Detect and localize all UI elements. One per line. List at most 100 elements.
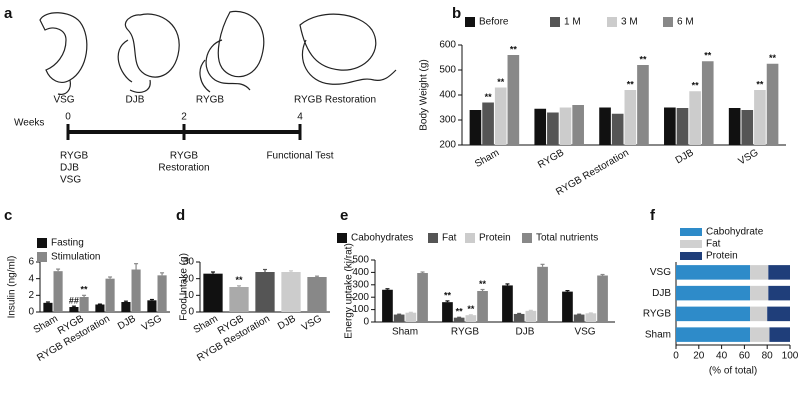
significance-mark: ** bbox=[444, 290, 452, 300]
bar bbox=[701, 61, 714, 145]
bar bbox=[79, 297, 89, 312]
bar bbox=[203, 273, 223, 312]
x-tick-label: Sham bbox=[192, 313, 220, 336]
bar bbox=[147, 300, 157, 312]
illustration-vsg bbox=[39, 12, 88, 95]
x-tick-label: 20 bbox=[693, 351, 705, 362]
bar bbox=[611, 113, 624, 145]
bar bbox=[664, 107, 676, 145]
significance-mark: ** bbox=[769, 53, 777, 63]
y-tick-label: Sham bbox=[645, 329, 671, 340]
bar bbox=[307, 277, 327, 312]
bar bbox=[502, 285, 513, 322]
x-tick-label: RYGB Restoration bbox=[554, 147, 631, 198]
y-tick-label: 400 bbox=[439, 90, 456, 101]
legend-swatch bbox=[663, 17, 673, 27]
bar bbox=[624, 90, 637, 145]
x-tick-label: 80 bbox=[762, 351, 774, 362]
y-tick-label: 4 bbox=[28, 273, 34, 284]
bar bbox=[43, 302, 53, 312]
legend-label: Stimulation bbox=[51, 252, 100, 263]
event-label: Restoration bbox=[158, 163, 209, 174]
bar bbox=[477, 291, 488, 322]
legend-label: 1 M bbox=[564, 17, 581, 28]
bar-segment bbox=[676, 306, 751, 322]
legend-label: Fat bbox=[442, 233, 457, 244]
bar-segment bbox=[676, 265, 751, 280]
y-tick-label: VSG bbox=[650, 267, 671, 278]
legend-swatch bbox=[465, 17, 475, 27]
legend-swatch bbox=[680, 240, 702, 248]
timeline-label: Weeks bbox=[14, 118, 44, 129]
significance-mark: ** bbox=[235, 275, 243, 285]
bar bbox=[573, 314, 585, 322]
x-tick-label: DJB bbox=[516, 327, 535, 338]
legend-swatch bbox=[337, 233, 347, 243]
y-tick-label: 400 bbox=[352, 267, 369, 278]
significance-mark: ** bbox=[639, 54, 647, 64]
event-label: RYGB bbox=[60, 151, 88, 162]
significance-mark: ** bbox=[467, 304, 475, 314]
y-tick-label: 300 bbox=[352, 279, 369, 290]
bar bbox=[513, 313, 525, 322]
x-axis-label: (% of total) bbox=[709, 366, 757, 377]
y-axis-label: Body Weight (g) bbox=[419, 59, 430, 131]
legend-swatch bbox=[550, 17, 560, 27]
bar bbox=[121, 302, 131, 312]
bar bbox=[534, 108, 547, 145]
legend-label: Protein bbox=[479, 233, 511, 244]
bar bbox=[469, 110, 482, 145]
timeline-tick-label: 0 bbox=[65, 112, 71, 123]
bar bbox=[405, 312, 417, 322]
illustration-rygb bbox=[199, 10, 265, 93]
x-tick-label: VSG bbox=[140, 313, 164, 333]
bar-segment bbox=[750, 285, 769, 301]
x-tick-label: DJB bbox=[116, 313, 138, 332]
panel-label: f bbox=[650, 207, 656, 224]
x-tick-label: VSG bbox=[574, 327, 595, 338]
bar bbox=[585, 313, 597, 322]
legend-label: Fasting bbox=[51, 238, 84, 249]
y-tick-label: 0 bbox=[28, 307, 34, 318]
y-tick-label: 0 bbox=[188, 307, 194, 318]
legend-label: 6 M bbox=[677, 17, 694, 28]
bar bbox=[537, 266, 548, 322]
y-tick-label: 200 bbox=[439, 140, 456, 151]
significance-mark: ** bbox=[497, 77, 505, 87]
bar-segment bbox=[750, 306, 768, 322]
event-label: Functional Test bbox=[266, 151, 333, 162]
procedure-label: RYGB Restoration bbox=[294, 95, 376, 106]
legend-label: Cabohydrate bbox=[706, 227, 764, 238]
bar bbox=[417, 273, 428, 322]
bar bbox=[53, 271, 63, 312]
bar bbox=[453, 317, 465, 322]
bar bbox=[728, 108, 741, 145]
bar-segment bbox=[767, 306, 790, 322]
y-tick-label: 0 bbox=[363, 317, 369, 328]
y-axis-label: Energy uptake (kj/rat) bbox=[344, 243, 355, 339]
bar bbox=[689, 91, 701, 145]
event-label: VSG bbox=[60, 175, 81, 186]
bar-segment bbox=[676, 327, 751, 342]
y-tick-label: 30 bbox=[183, 257, 195, 268]
significance-mark: ** bbox=[756, 79, 764, 89]
bar-segment bbox=[676, 285, 751, 301]
panel-label: a bbox=[4, 5, 13, 22]
bar bbox=[599, 107, 611, 145]
legend-swatch bbox=[522, 233, 532, 243]
bar bbox=[547, 112, 559, 145]
procedure-label: RYGB bbox=[196, 95, 224, 106]
panel-label: d bbox=[176, 207, 185, 224]
y-tick-label: 300 bbox=[439, 115, 456, 126]
y-tick-label: DJB bbox=[652, 288, 671, 299]
x-tick-label: DJB bbox=[276, 313, 298, 332]
panel-a: a VSG DJB RYGB RYGB Restoration Weeks bbox=[4, 5, 397, 134]
x-tick-label: 60 bbox=[739, 351, 751, 362]
y-tick-label: RYGB bbox=[643, 309, 671, 320]
event-label: RYGB bbox=[170, 151, 198, 162]
legend-swatch bbox=[37, 238, 47, 248]
legend-label: Protein bbox=[706, 251, 738, 262]
legend-swatch bbox=[607, 17, 617, 27]
bar bbox=[95, 304, 105, 312]
bar bbox=[105, 278, 115, 312]
